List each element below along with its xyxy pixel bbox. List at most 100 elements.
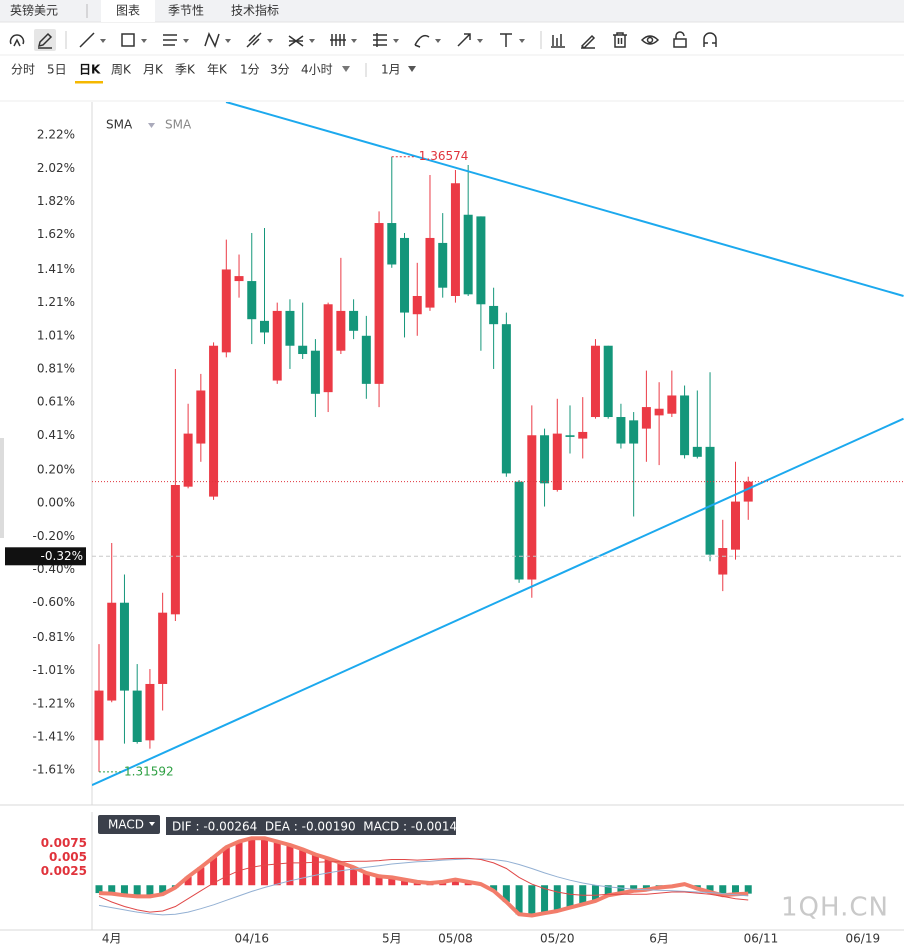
indicator-button[interactable]: MACD (108, 818, 144, 832)
candle-body (361, 335, 371, 384)
candle-body (565, 435, 575, 437)
period[interactable]: 1分 (240, 63, 260, 77)
trend-line (225, 102, 904, 297)
macd-bar (260, 838, 268, 886)
candle-body (489, 305, 499, 325)
dropdown-caret[interactable] (435, 39, 441, 43)
dropdown-caret[interactable] (100, 39, 106, 43)
dropdown-caret[interactable] (141, 39, 147, 43)
y-tick-label: -0.40% (33, 562, 75, 576)
period[interactable]: 3分 (270, 63, 290, 77)
tool-icon[interactable] (121, 33, 135, 47)
tool-icon[interactable] (703, 32, 717, 47)
tab[interactable]: 图表 (116, 4, 140, 18)
indicator-button-bg[interactable] (98, 815, 160, 834)
x-tick-label: 4月 (102, 932, 122, 944)
tool-icon[interactable] (330, 34, 346, 46)
tool-icon[interactable] (551, 34, 565, 48)
tool-icon[interactable] (163, 34, 177, 46)
candle-body (323, 304, 333, 393)
dropdown-caret[interactable] (351, 39, 357, 43)
macd-bar (541, 885, 549, 914)
candle-body (450, 183, 460, 296)
candle-body (170, 485, 180, 615)
side-handle[interactable] (0, 438, 4, 538)
dif-line (98, 857, 749, 913)
y-tick-label: 0.61% (37, 395, 75, 409)
x-tick-label: 06/19 (846, 932, 881, 944)
tool-icon[interactable] (640, 35, 660, 45)
max-label: 1.36574 (419, 149, 469, 163)
dropdown-caret[interactable] (183, 39, 189, 43)
macd-bar (108, 885, 116, 894)
period[interactable]: 日K (79, 63, 101, 77)
range-select[interactable]: 1月 (381, 63, 401, 77)
macd-bar (490, 885, 498, 891)
watermark: 1QH.CN (781, 893, 889, 923)
tool-icon[interactable] (37, 32, 53, 49)
macd-bar (528, 885, 536, 916)
period-underline (75, 81, 103, 84)
period[interactable]: 周K (111, 63, 132, 77)
macd-bar (451, 879, 459, 886)
macd-bar (732, 885, 739, 895)
period[interactable]: 月K (143, 63, 164, 77)
dropdown-caret[interactable] (408, 66, 416, 72)
tool-icon[interactable] (500, 33, 512, 47)
dropdown-caret[interactable] (148, 123, 155, 128)
macd-bar (95, 885, 103, 894)
macd-bar (362, 872, 370, 886)
tool-icon[interactable] (373, 33, 387, 47)
tool-icon[interactable] (673, 31, 687, 48)
x-tick-label: 06/11 (744, 932, 779, 944)
candle-body (616, 417, 626, 444)
indicator-label[interactable]: SMA (165, 118, 192, 132)
candle-body (349, 310, 359, 331)
dropdown-caret[interactable] (267, 39, 273, 43)
tool-icon[interactable] (288, 35, 304, 47)
macd-bar (375, 876, 383, 886)
dropdown-caret[interactable] (393, 39, 399, 43)
tool-icon[interactable] (457, 33, 471, 47)
tool-icon[interactable] (414, 34, 430, 48)
macd-bar (591, 885, 599, 901)
macd-bar (159, 885, 167, 895)
macd-bar (337, 862, 345, 886)
dropdown-caret[interactable] (519, 39, 525, 43)
dropdown-caret[interactable] (477, 39, 483, 43)
candle-body (527, 435, 537, 580)
tool-icon[interactable] (9, 34, 25, 47)
tab[interactable]: 技术指标 (231, 3, 279, 18)
candle-body (514, 481, 524, 580)
period[interactable]: 5日 (47, 63, 67, 77)
macd-legend: DIF : -0.00264 DEA : -0.00190 MACD : -0.… (172, 820, 465, 834)
tool-icon[interactable] (580, 34, 596, 50)
dropdown-caret[interactable] (149, 822, 155, 826)
period[interactable]: 年K (207, 63, 228, 77)
candle-body (501, 324, 511, 474)
dropdown-caret[interactable] (225, 39, 231, 43)
indicator-label[interactable]: SMA (106, 118, 133, 132)
period[interactable]: 季K (175, 63, 196, 77)
tool-icon[interactable] (246, 32, 262, 48)
period[interactable]: 分时 (11, 63, 35, 77)
tool-icon[interactable] (79, 32, 95, 48)
x-tick-label: 05/20 (540, 932, 575, 944)
tool-icon[interactable] (204, 32, 220, 48)
macd-bar (388, 877, 396, 886)
y-tick-label: 0.0025 (41, 864, 87, 878)
y-tick-label: 1.62% (37, 227, 75, 241)
dropdown-caret[interactable] (309, 39, 315, 43)
period[interactable]: 4小时 (301, 63, 333, 77)
macd-bar (630, 885, 638, 891)
tab[interactable]: 季节性 (168, 4, 204, 18)
tool-icon[interactable] (613, 32, 627, 48)
macd-bar (719, 885, 727, 896)
dropdown-caret[interactable] (342, 66, 350, 72)
symbol: 英镑美元 (10, 3, 58, 18)
candle-body (145, 683, 155, 741)
macd-bar (566, 885, 574, 908)
candle-body (234, 276, 244, 282)
y-tick-label: -0.60% (33, 595, 75, 609)
candle-body (298, 345, 308, 355)
